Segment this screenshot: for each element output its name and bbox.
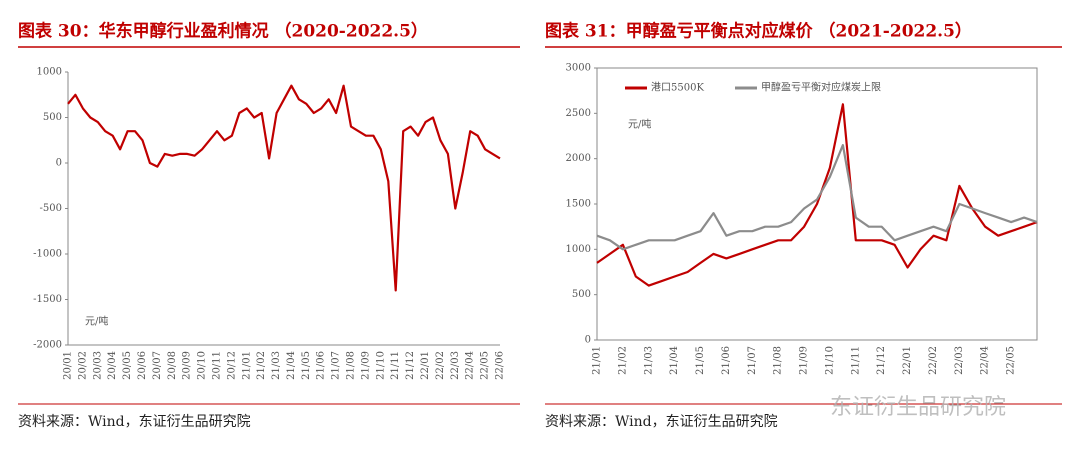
- x-tick-label: 21/04: [286, 351, 297, 380]
- x-tick-label: 21/07: [331, 351, 342, 380]
- x-tick-label: 22/01: [420, 351, 431, 380]
- x-tick-label: 21/07: [747, 346, 758, 375]
- x-tick-label: 21/11: [390, 351, 401, 380]
- unit-label: 元/吨: [628, 118, 651, 131]
- x-tick-label: 22/03: [450, 351, 461, 380]
- x-tick-label: 22/05: [480, 351, 491, 380]
- y-tick-label: -2000: [33, 340, 62, 351]
- x-tick-label: 21/04: [669, 346, 680, 375]
- y-tick-label: 3000: [566, 63, 591, 74]
- x-tick-label: 21/11: [850, 346, 861, 375]
- x-tick-label: 22/02: [435, 351, 446, 380]
- y-tick-label: 2500: [566, 108, 591, 119]
- unit-label: 元/吨: [85, 315, 108, 328]
- y-tick-label: 1500: [566, 199, 591, 210]
- x-tick-label: 20/06: [137, 351, 148, 380]
- chart-title: 图表 30：华东甲醇行业盈利情况 （2020-2022.5）: [18, 21, 428, 42]
- x-tick-label: 21/08: [346, 351, 357, 380]
- y-tick-label: 500: [43, 112, 62, 123]
- x-tick-label: 22/04: [465, 351, 476, 380]
- y-tick-label: -1000: [33, 249, 62, 260]
- x-tick-label: 22/03: [954, 346, 965, 375]
- series-line: [596, 103, 1038, 287]
- x-tick-label: 22/05: [1006, 346, 1017, 375]
- y-tick-label: 1000: [37, 67, 62, 78]
- y-tick-label: 500: [572, 289, 591, 300]
- x-tick-label: 21/01: [592, 346, 603, 375]
- series-line: [67, 84, 501, 292]
- x-tick-label: 20/02: [77, 351, 88, 380]
- x-tick-label: 21/03: [643, 346, 654, 375]
- x-tick-label: 21/12: [405, 351, 416, 380]
- x-tick-label: 21/09: [360, 351, 371, 380]
- x-tick-label: 21/01: [241, 351, 252, 380]
- x-tick-label: 20/05: [122, 351, 133, 380]
- legend-label: 甲醇盈亏平衡对应煤炭上限: [761, 81, 881, 94]
- x-tick-label: 20/08: [167, 351, 178, 380]
- chart-title: 图表 31：甲醇盈亏平衡点对应煤价 （2021-2022.5）: [545, 21, 972, 42]
- x-tick-label: 20/07: [152, 351, 163, 380]
- x-tick-label: 20/03: [92, 351, 103, 380]
- x-tick-label: 22/01: [902, 346, 913, 375]
- x-tick-label: 21/05: [301, 351, 312, 380]
- x-tick-label: 20/10: [197, 351, 208, 380]
- source: 资料来源：Wind，东证衍生品研究院: [545, 414, 778, 430]
- x-tick-label: 22/02: [928, 346, 939, 375]
- x-tick-label: 21/09: [799, 346, 810, 375]
- x-tick-label: 21/06: [316, 351, 327, 380]
- x-tick-label: 20/11: [211, 351, 222, 380]
- y-tick-label: -500: [40, 203, 62, 214]
- x-tick-label: 21/02: [256, 351, 267, 380]
- x-tick-label: 21/05: [695, 346, 706, 375]
- x-tick-label: 22/06: [495, 351, 506, 380]
- y-tick-label: 2000: [566, 153, 591, 164]
- y-tick-label: 0: [585, 335, 591, 346]
- series-line: [596, 144, 1038, 251]
- x-tick-label: 21/10: [375, 351, 386, 380]
- x-tick-label: 21/08: [773, 346, 784, 375]
- x-tick-label: 20/01: [63, 351, 74, 380]
- x-tick-label: 22/04: [980, 346, 991, 375]
- y-tick-label: 0: [56, 158, 62, 169]
- x-tick-label: 21/03: [271, 351, 282, 380]
- legend-label: 港口5500K: [651, 82, 704, 94]
- y-tick-label: 1000: [566, 244, 591, 255]
- x-tick-label: 21/10: [824, 346, 835, 375]
- x-tick-label: 21/12: [876, 346, 887, 375]
- y-tick-label: -1500: [33, 294, 62, 305]
- source: 资料来源：Wind，东证衍生品研究院: [18, 414, 251, 430]
- x-tick-label: 21/06: [721, 346, 732, 375]
- x-tick-label: 21/02: [617, 346, 628, 375]
- x-tick-label: 20/09: [182, 351, 193, 380]
- x-tick-label: 20/04: [107, 351, 118, 380]
- watermark: 东证衍生品研究院: [830, 395, 1006, 420]
- x-tick-label: 20/12: [226, 351, 237, 380]
